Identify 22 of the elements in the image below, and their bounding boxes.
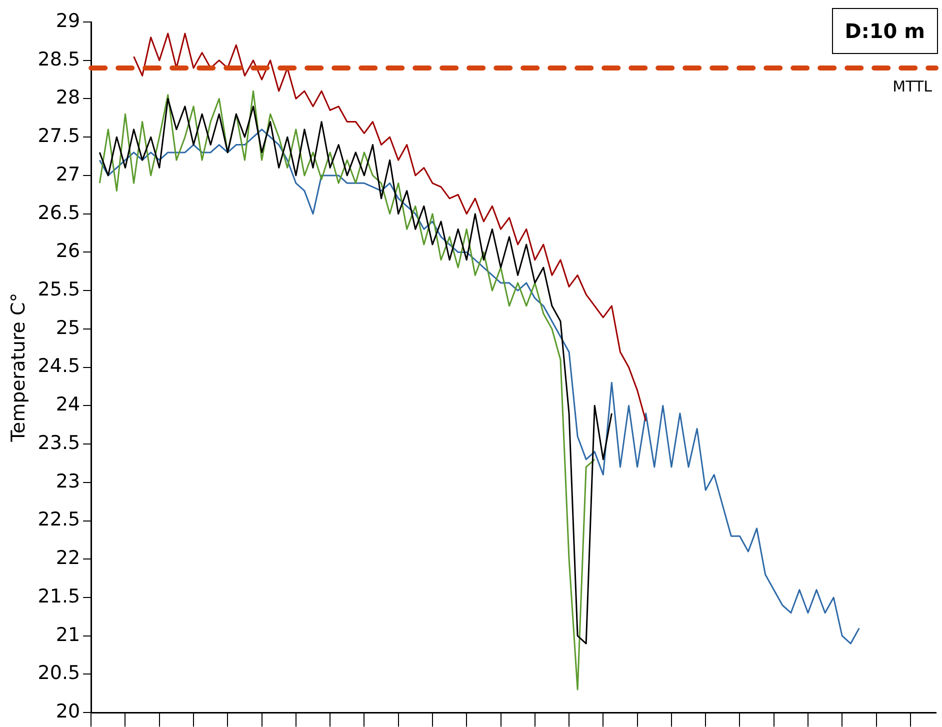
y-tick-label: 29 — [56, 10, 80, 32]
y-tick-label: 27 — [56, 163, 80, 186]
y-tick-label: 21 — [56, 624, 80, 646]
y-tick-label: 20 — [56, 700, 80, 723]
y-tick-label: 23.5 — [38, 432, 80, 454]
y-tick-label: 28 — [56, 86, 80, 109]
y-tick-label: 24 — [56, 394, 80, 416]
y-tick-label: 22 — [56, 547, 80, 570]
y-tick-label: 26.5 — [38, 202, 80, 224]
y-tick-label: 25 — [56, 316, 80, 339]
y-tick-label: 23 — [56, 470, 80, 492]
y-tick-label: 24.5 — [38, 355, 80, 378]
y-tick-label: 27.5 — [38, 125, 80, 148]
y-axis-title: Temperature C° — [7, 292, 30, 443]
y-tick-label: 28.5 — [38, 48, 80, 70]
y-tick-label: 21.5 — [38, 585, 80, 608]
ref-line-label: MTTL — [892, 77, 933, 96]
y-tick-label: 26 — [56, 240, 80, 262]
annotation: D:10 m — [832, 8, 938, 54]
y-tick-label: 22.5 — [38, 508, 80, 531]
y-tick-label: 25.5 — [38, 278, 80, 301]
y-tick-label: 20.5 — [38, 662, 80, 684]
